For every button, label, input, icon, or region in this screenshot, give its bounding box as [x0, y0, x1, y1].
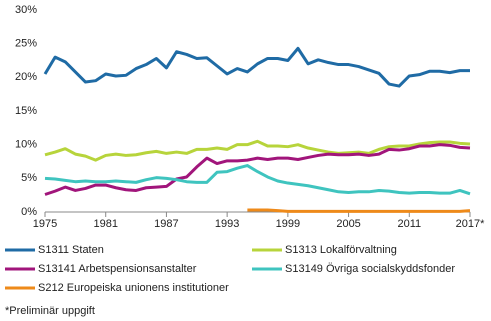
x-tick-label: 1987 [154, 218, 178, 230]
y-tick-label: 20% [15, 71, 37, 83]
footnote: *Preliminär uppgift [5, 305, 95, 317]
legend-label: S212 Europeiska unionens institutioner [38, 282, 229, 294]
series-line [43, 46, 470, 88]
legend-label: S13141 Arbetspensionsanstalter [38, 263, 197, 275]
y-tick-label: 25% [15, 38, 37, 50]
legend-label: S13149 Övriga socialskyddsfonder [285, 263, 455, 275]
series-line [44, 139, 471, 162]
x-tick-label: 2017* [456, 218, 485, 230]
x-tick-label: 2005 [336, 218, 360, 230]
y-tick-label: 0% [21, 206, 37, 218]
series-line [247, 208, 471, 213]
y-tick-label: 10% [15, 139, 37, 151]
x-tick-label: 1993 [215, 218, 239, 230]
x-tick-label: 1975 [33, 218, 57, 230]
x-tick-label: 1981 [93, 218, 117, 230]
series-line [44, 143, 471, 196]
x-tick-label: 2011 [397, 218, 421, 230]
legend-label: S1313 Lokalförvaltning [285, 244, 397, 256]
x-tick-label: 1999 [276, 218, 300, 230]
legend-label: S1311 Staten [38, 244, 104, 256]
series-line [44, 164, 471, 196]
y-tick-label: 5% [21, 172, 37, 184]
y-tick-label: 30% [15, 4, 37, 16]
y-tick-label: 15% [15, 105, 37, 117]
